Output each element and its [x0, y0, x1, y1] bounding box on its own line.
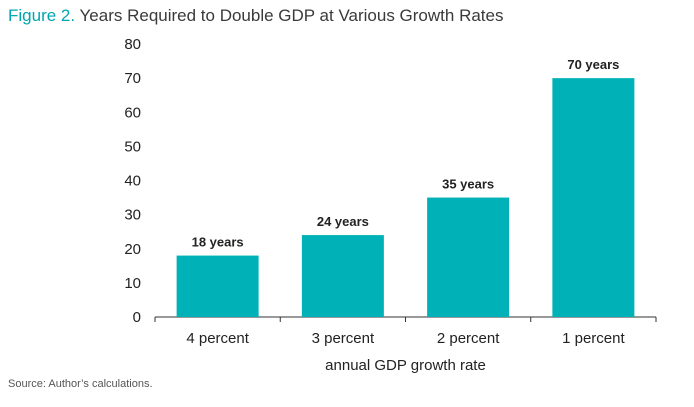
x-tick-label: 4 percent — [186, 330, 249, 347]
data-label: 24 years — [317, 214, 369, 229]
data-label: 18 years — [192, 235, 244, 250]
y-tick-label: 30 — [124, 207, 141, 224]
figure-title: Years Required to Double GDP at Various … — [79, 6, 504, 25]
y-tick-label: 40 — [124, 173, 141, 190]
x-tick-label: 1 percent — [562, 330, 625, 347]
bar-1-percent — [552, 78, 635, 317]
chart-title: Figure 2. Years Required to Double GDP a… — [8, 6, 503, 26]
y-tick-label: 70 — [124, 70, 141, 87]
source-note: Source: Author’s calculations. — [8, 378, 153, 390]
y-tick-label: 10 — [124, 275, 141, 292]
bar-4-percent — [176, 255, 259, 317]
y-tick-label: 0 — [133, 309, 141, 326]
y-tick-label: 20 — [124, 241, 141, 258]
data-label: 35 years — [442, 177, 494, 192]
x-axis-title: annual GDP growth rate — [325, 357, 486, 374]
y-tick-label: 50 — [124, 138, 141, 155]
x-tick-label: 3 percent — [312, 330, 375, 347]
bar-2-percent — [427, 197, 510, 317]
y-tick-label: 60 — [124, 104, 141, 121]
x-tick-label: 2 percent — [437, 330, 500, 347]
bar-3-percent — [301, 235, 384, 317]
y-tick-label: 80 — [124, 36, 141, 53]
figure-label: Figure 2. — [8, 6, 76, 25]
data-label: 70 years — [567, 57, 619, 72]
